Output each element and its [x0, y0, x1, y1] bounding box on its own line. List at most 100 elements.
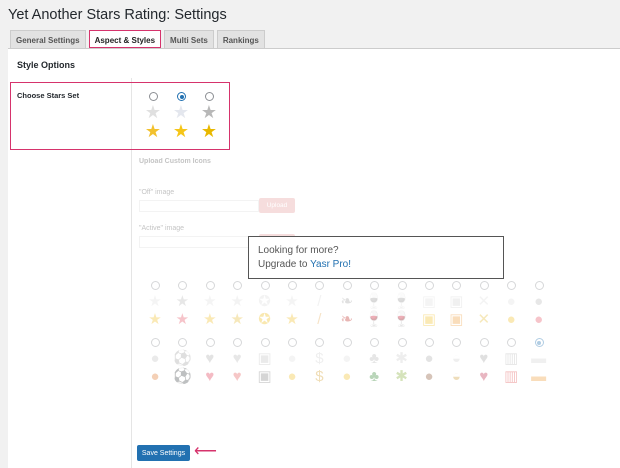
- icon-set-radio[interactable]: [205, 338, 215, 347]
- icon-set-radio[interactable]: [288, 338, 297, 347]
- icon-off: $: [315, 350, 324, 367]
- active-image-input[interactable]: [139, 236, 259, 248]
- icon-on: ●: [534, 311, 544, 328]
- save-settings-button[interactable]: Save Settings: [137, 445, 190, 461]
- icon-set-radio[interactable]: [205, 281, 215, 290]
- icon-set-radio[interactable]: [479, 338, 489, 347]
- icon-off: ●: [534, 293, 544, 310]
- icon-off: ✪: [258, 293, 271, 310]
- icon-on: 🍷: [392, 311, 411, 328]
- icon-off: ★: [285, 293, 299, 310]
- icon-off: ★: [175, 293, 190, 310]
- icon-set-radio[interactable]: [315, 281, 325, 290]
- icon-on: ⚽: [173, 368, 192, 385]
- icon-set-radio[interactable]: [288, 281, 297, 290]
- yasr-pro-link[interactable]: Yasr Pro!: [310, 259, 352, 270]
- star-set-radio[interactable]: [205, 92, 214, 101]
- icon-off: ✕: [477, 293, 491, 310]
- star-set-radio[interactable]: [149, 92, 158, 101]
- icon-on: ♥: [205, 368, 215, 385]
- icon-on: ▬: [531, 368, 547, 385]
- icon-set-radio[interactable]: [151, 281, 160, 290]
- upload-off-button[interactable]: Upload: [259, 198, 295, 213]
- icon-set-radio[interactable]: [260, 338, 270, 347]
- icon-on: ●: [424, 368, 434, 385]
- icon-on: ✪: [258, 311, 271, 328]
- icon-set-radio[interactable]: [425, 338, 434, 347]
- icon-on: $: [315, 368, 324, 385]
- icon-off: 🍷: [392, 293, 411, 310]
- icon-on: ★: [230, 311, 244, 328]
- icon-set-radio[interactable]: [370, 281, 380, 290]
- icon-off: ▣: [449, 293, 464, 310]
- icon-on: ★: [285, 311, 299, 328]
- icon-set-radio[interactable]: [260, 281, 270, 290]
- tab-bar: General Settings Aspect & Styles Multi S…: [10, 30, 265, 48]
- icon-off: ♥: [232, 350, 242, 367]
- icon-set-radio[interactable]: [178, 338, 188, 347]
- arrow-icon: ⟵: [194, 443, 217, 460]
- icon-off: ★: [148, 293, 162, 310]
- icon-set-radio[interactable]: [479, 281, 489, 290]
- icon-off: ⚽: [173, 350, 192, 367]
- icon-set-radio[interactable]: [233, 338, 243, 347]
- icon-on: ♥: [232, 368, 242, 385]
- icon-off: ●: [424, 350, 434, 367]
- icon-off: /: [317, 293, 322, 310]
- icon-off: ♣: [369, 350, 380, 367]
- icon-on: ▣: [257, 368, 272, 385]
- icon-set-radio[interactable]: [233, 281, 243, 290]
- icon-on: ▣: [449, 311, 464, 328]
- icon-on: ❧: [340, 311, 354, 328]
- icon-set-radio[interactable]: [452, 338, 462, 347]
- highlight-box: [10, 82, 230, 150]
- icon-set-radio[interactable]: [151, 338, 160, 347]
- icon-off: ●: [287, 350, 297, 367]
- icon-on: 🍷: [364, 311, 384, 328]
- icon-on: /: [317, 311, 322, 328]
- section-title: Style Options: [17, 60, 76, 70]
- icon-on: ♥: [479, 368, 489, 385]
- tab-rankings[interactable]: Rankings: [216, 30, 265, 48]
- icon-off: ❧: [340, 293, 354, 310]
- icon-set-radio[interactable]: [397, 338, 407, 347]
- icon-on: ▣: [421, 311, 437, 328]
- icon-off: ◒: [451, 350, 461, 367]
- star-set-radio[interactable]: [177, 92, 186, 101]
- icon-off: ▣: [421, 293, 437, 310]
- tab-multi-sets[interactable]: Multi Sets: [164, 30, 214, 48]
- icon-set-radio[interactable]: [507, 281, 517, 290]
- icon-set-radio[interactable]: [342, 338, 352, 347]
- icon-off: ★: [230, 293, 244, 310]
- star-off-icon: ★: [144, 102, 162, 122]
- icon-set-radio[interactable]: [397, 281, 407, 290]
- icon-off: ●: [506, 293, 516, 310]
- choose-stars-label: Choose Stars Set: [17, 91, 80, 100]
- icon-on: ▥: [504, 368, 519, 385]
- icon-on: ●: [287, 368, 297, 385]
- icon-off: 🍷: [364, 293, 384, 310]
- icon-on: ✕: [477, 311, 491, 328]
- icon-set-radio[interactable]: [425, 281, 434, 290]
- icon-set-radio[interactable]: [452, 281, 462, 290]
- off-image-input[interactable]: [139, 200, 259, 212]
- icon-off: ●: [342, 350, 352, 367]
- icon-set-radio[interactable]: [534, 281, 544, 290]
- icon-on: ★: [175, 311, 190, 328]
- column-divider: [131, 78, 132, 468]
- icon-on: ●: [506, 311, 516, 328]
- tab-general-settings[interactable]: General Settings: [10, 30, 86, 48]
- icon-off: ▬: [531, 350, 547, 367]
- star-on-icon: ★: [172, 121, 190, 141]
- tab-aspect-styles[interactable]: Aspect & Styles: [88, 30, 162, 48]
- icon-set-radio[interactable]: [370, 338, 380, 347]
- promo-line1: Looking for more?: [258, 245, 339, 256]
- upload-heading: Upload Custom Icons: [139, 158, 211, 165]
- star-on-icon: ★: [200, 121, 218, 141]
- icon-set-radio[interactable]: [534, 338, 544, 347]
- icon-off: ▣: [257, 350, 272, 367]
- icon-set-radio[interactable]: [342, 281, 352, 290]
- icon-set-radio[interactable]: [507, 338, 517, 347]
- icon-set-radio[interactable]: [178, 281, 188, 290]
- icon-set-radio[interactable]: [315, 338, 325, 347]
